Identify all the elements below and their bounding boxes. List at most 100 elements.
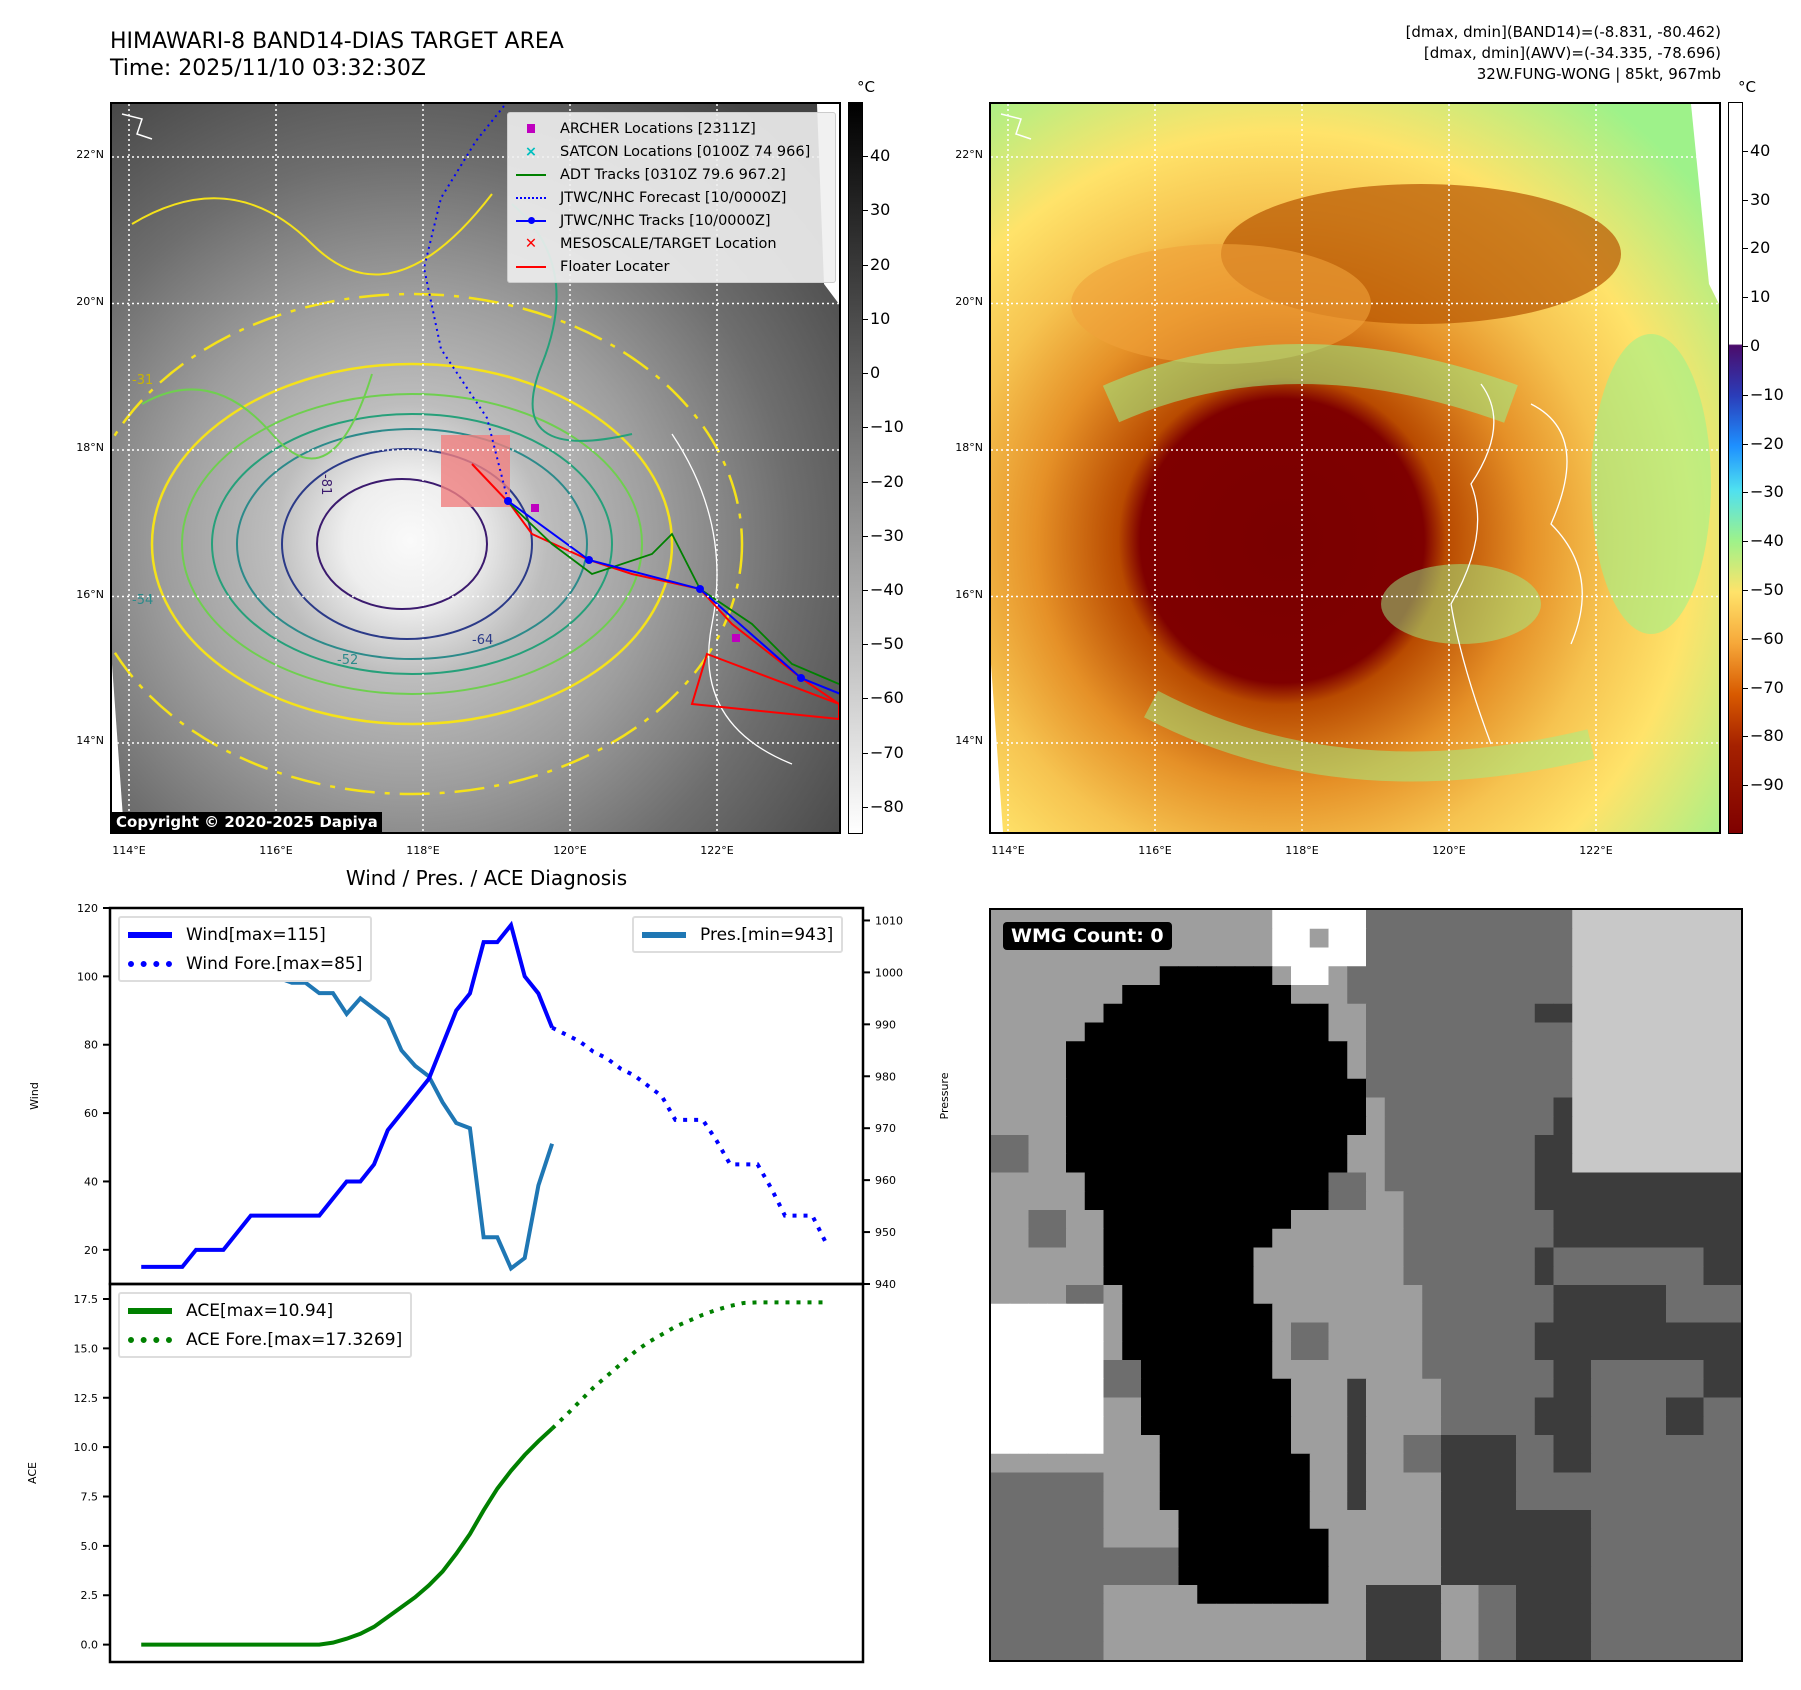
- wmg-panel[interactable]: WMG Count: 0: [989, 908, 1743, 1662]
- wmg-cell: [1609, 1153, 1629, 1173]
- wmg-cell: [1122, 1322, 1142, 1342]
- wmg-cell: [1216, 1416, 1236, 1436]
- lon-label: 114°E: [112, 844, 146, 857]
- wmg-cell: [1347, 1435, 1367, 1455]
- wmg-cell: [991, 1528, 1011, 1548]
- wmg-cell: [1534, 1510, 1554, 1530]
- wmg-cell: [1309, 1622, 1329, 1642]
- wmg-cell: [1722, 1491, 1741, 1511]
- wmg-cell: [1422, 1303, 1442, 1323]
- lon-label: 116°E: [1138, 844, 1172, 857]
- wmg-cell: [1609, 1266, 1629, 1286]
- wmg-cell: [1534, 1585, 1554, 1605]
- wmg-cell: [1028, 1547, 1048, 1567]
- wmg-cell: [1403, 1303, 1423, 1323]
- wmg-cell: [1291, 1041, 1311, 1061]
- wmg-cell: [1197, 1303, 1217, 1323]
- wmg-cell: [1066, 1060, 1086, 1080]
- wmg-cell: [1478, 1341, 1498, 1361]
- colorbar-tick-label: −50: [870, 634, 904, 654]
- wmg-cell: [1216, 1585, 1236, 1605]
- band14-map[interactable]: -81 -64 -52 -54 -31 ARCHER Locations [23…: [110, 102, 841, 834]
- wmg-cell: [1234, 1247, 1254, 1267]
- wmg-cell: [1684, 1191, 1704, 1211]
- wmg-cell: [1534, 1247, 1554, 1267]
- wmg-cell: [1234, 1491, 1254, 1511]
- wmg-cell: [1684, 1472, 1704, 1492]
- wmg-cell: [1122, 1172, 1142, 1192]
- wmg-cell: [1047, 1360, 1067, 1380]
- wmg-cell: [1666, 1378, 1686, 1398]
- wmg-cell: [1497, 1360, 1517, 1380]
- wmg-cell: [1403, 1228, 1423, 1248]
- wmg-cell: [1591, 1378, 1611, 1398]
- wmg-cell: [1647, 1472, 1667, 1492]
- wmg-cell: [1347, 1397, 1367, 1417]
- wmg-cell: [1122, 1060, 1142, 1080]
- contour-label: -64: [472, 633, 493, 648]
- lat-label: 14°N: [76, 734, 104, 747]
- wmg-cell: [1009, 1060, 1029, 1080]
- wmg-cell: [1722, 910, 1741, 930]
- wmg-cell: [1628, 1172, 1648, 1192]
- wmg-cell: [1103, 1322, 1123, 1342]
- wmg-cell: [1197, 1097, 1217, 1117]
- wmg-cell: [1122, 1416, 1142, 1436]
- wmg-cell: [1441, 1097, 1461, 1117]
- wmg-cell: [1159, 1397, 1179, 1417]
- wmg-cell: [1647, 1228, 1667, 1248]
- wmg-cell: [1459, 1191, 1479, 1211]
- wmg-cell: [1703, 1566, 1723, 1586]
- wmg-cell: [1216, 1228, 1236, 1248]
- colorbar-tick-label: 30: [1750, 189, 1771, 209]
- wmg-cell: [1253, 1303, 1273, 1323]
- wmg-cell: [1403, 1022, 1423, 1042]
- wmg-cell: [1609, 1172, 1629, 1192]
- lat-label: 16°N: [955, 587, 983, 601]
- wmg-cell: [1497, 1566, 1517, 1586]
- wmg-cell: [1572, 966, 1592, 986]
- wmg-cell: [1122, 1135, 1142, 1155]
- wmg-cell: [1366, 1097, 1386, 1117]
- wmg-cell: [1459, 1210, 1479, 1230]
- wmg-cell: [1103, 1510, 1123, 1530]
- wmg-cell: [1722, 1622, 1741, 1642]
- wmg-cell: [1384, 1472, 1404, 1492]
- wmg-cell: [1553, 1322, 1573, 1342]
- colorbar-tick-label: −40: [870, 580, 904, 599]
- wmg-cell: [1309, 1322, 1329, 1342]
- awv-map[interactable]: [989, 102, 1721, 834]
- wmg-cell: [1253, 910, 1273, 930]
- wmg-cell: [1478, 1266, 1498, 1286]
- x-marker-icon: ×: [524, 143, 538, 160]
- wmg-cell: [1122, 1510, 1142, 1530]
- wmg-cell: [1497, 1210, 1517, 1230]
- wmg-cell: [1628, 1210, 1648, 1230]
- wmg-cell: [1534, 1453, 1554, 1473]
- wmg-cell: [1422, 1097, 1442, 1117]
- wmg-cell: [1459, 1453, 1479, 1473]
- lon-label: 118°E: [1285, 844, 1319, 857]
- wmg-cell: [1647, 1603, 1667, 1623]
- wmg-cell: [1272, 1022, 1292, 1042]
- wmg-cell: [1272, 1341, 1292, 1361]
- wmg-cell: [1366, 985, 1386, 1005]
- wmg-cell: [1666, 1022, 1686, 1042]
- wmg-cell: [1534, 1622, 1554, 1642]
- lon-label: 120°E: [1432, 844, 1466, 857]
- wmg-cell: [1403, 1641, 1423, 1660]
- square-marker-icon: [527, 124, 535, 133]
- wmg-cell: [1197, 910, 1217, 930]
- wmg-cell: [1122, 1116, 1142, 1136]
- colorbar-tick-label: −50: [1750, 580, 1784, 599]
- wmg-cell: [1103, 1491, 1123, 1511]
- wmg-cell: [1516, 1472, 1536, 1492]
- wmg-cell: [1441, 1603, 1461, 1623]
- wmg-cell: [1009, 1453, 1029, 1473]
- wmg-cell: [1347, 1078, 1367, 1098]
- wmg-cell: [1609, 1622, 1629, 1642]
- wmg-cell: [1684, 1397, 1704, 1417]
- ace-axis-label: ACE: [26, 1462, 39, 1484]
- wmg-cell: [1647, 1210, 1667, 1230]
- wmg-cell: [1553, 1210, 1573, 1230]
